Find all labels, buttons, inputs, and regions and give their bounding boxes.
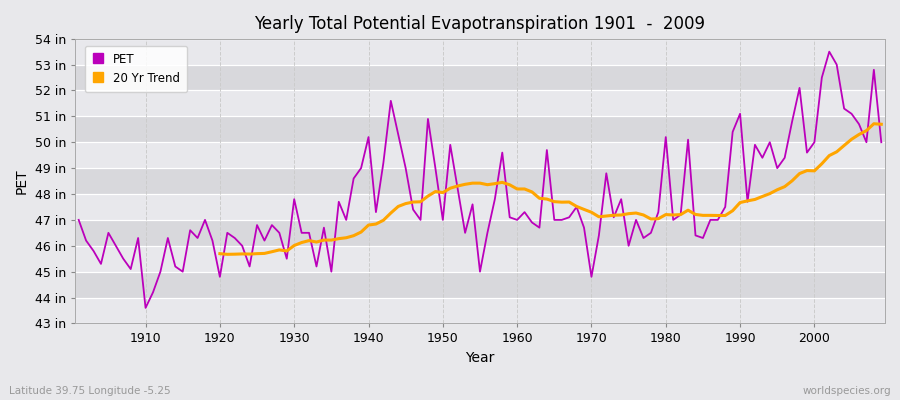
Bar bbox=[75, 90, 885, 116]
Y-axis label: PET: PET bbox=[15, 168, 29, 194]
Legend: PET, 20 Yr Trend: PET, 20 Yr Trend bbox=[85, 46, 187, 92]
Bar bbox=[75, 65, 885, 90]
Bar bbox=[75, 168, 885, 194]
Bar bbox=[75, 220, 885, 246]
Bar bbox=[75, 116, 885, 142]
Text: worldspecies.org: worldspecies.org bbox=[803, 386, 891, 396]
X-axis label: Year: Year bbox=[465, 351, 495, 365]
Bar bbox=[75, 39, 885, 65]
Bar bbox=[75, 194, 885, 220]
Text: Latitude 39.75 Longitude -5.25: Latitude 39.75 Longitude -5.25 bbox=[9, 386, 171, 396]
Bar bbox=[75, 246, 885, 272]
Bar bbox=[75, 272, 885, 298]
Title: Yearly Total Potential Evapotranspiration 1901  -  2009: Yearly Total Potential Evapotranspiratio… bbox=[255, 15, 706, 33]
Bar bbox=[75, 142, 885, 168]
Bar bbox=[75, 298, 885, 324]
